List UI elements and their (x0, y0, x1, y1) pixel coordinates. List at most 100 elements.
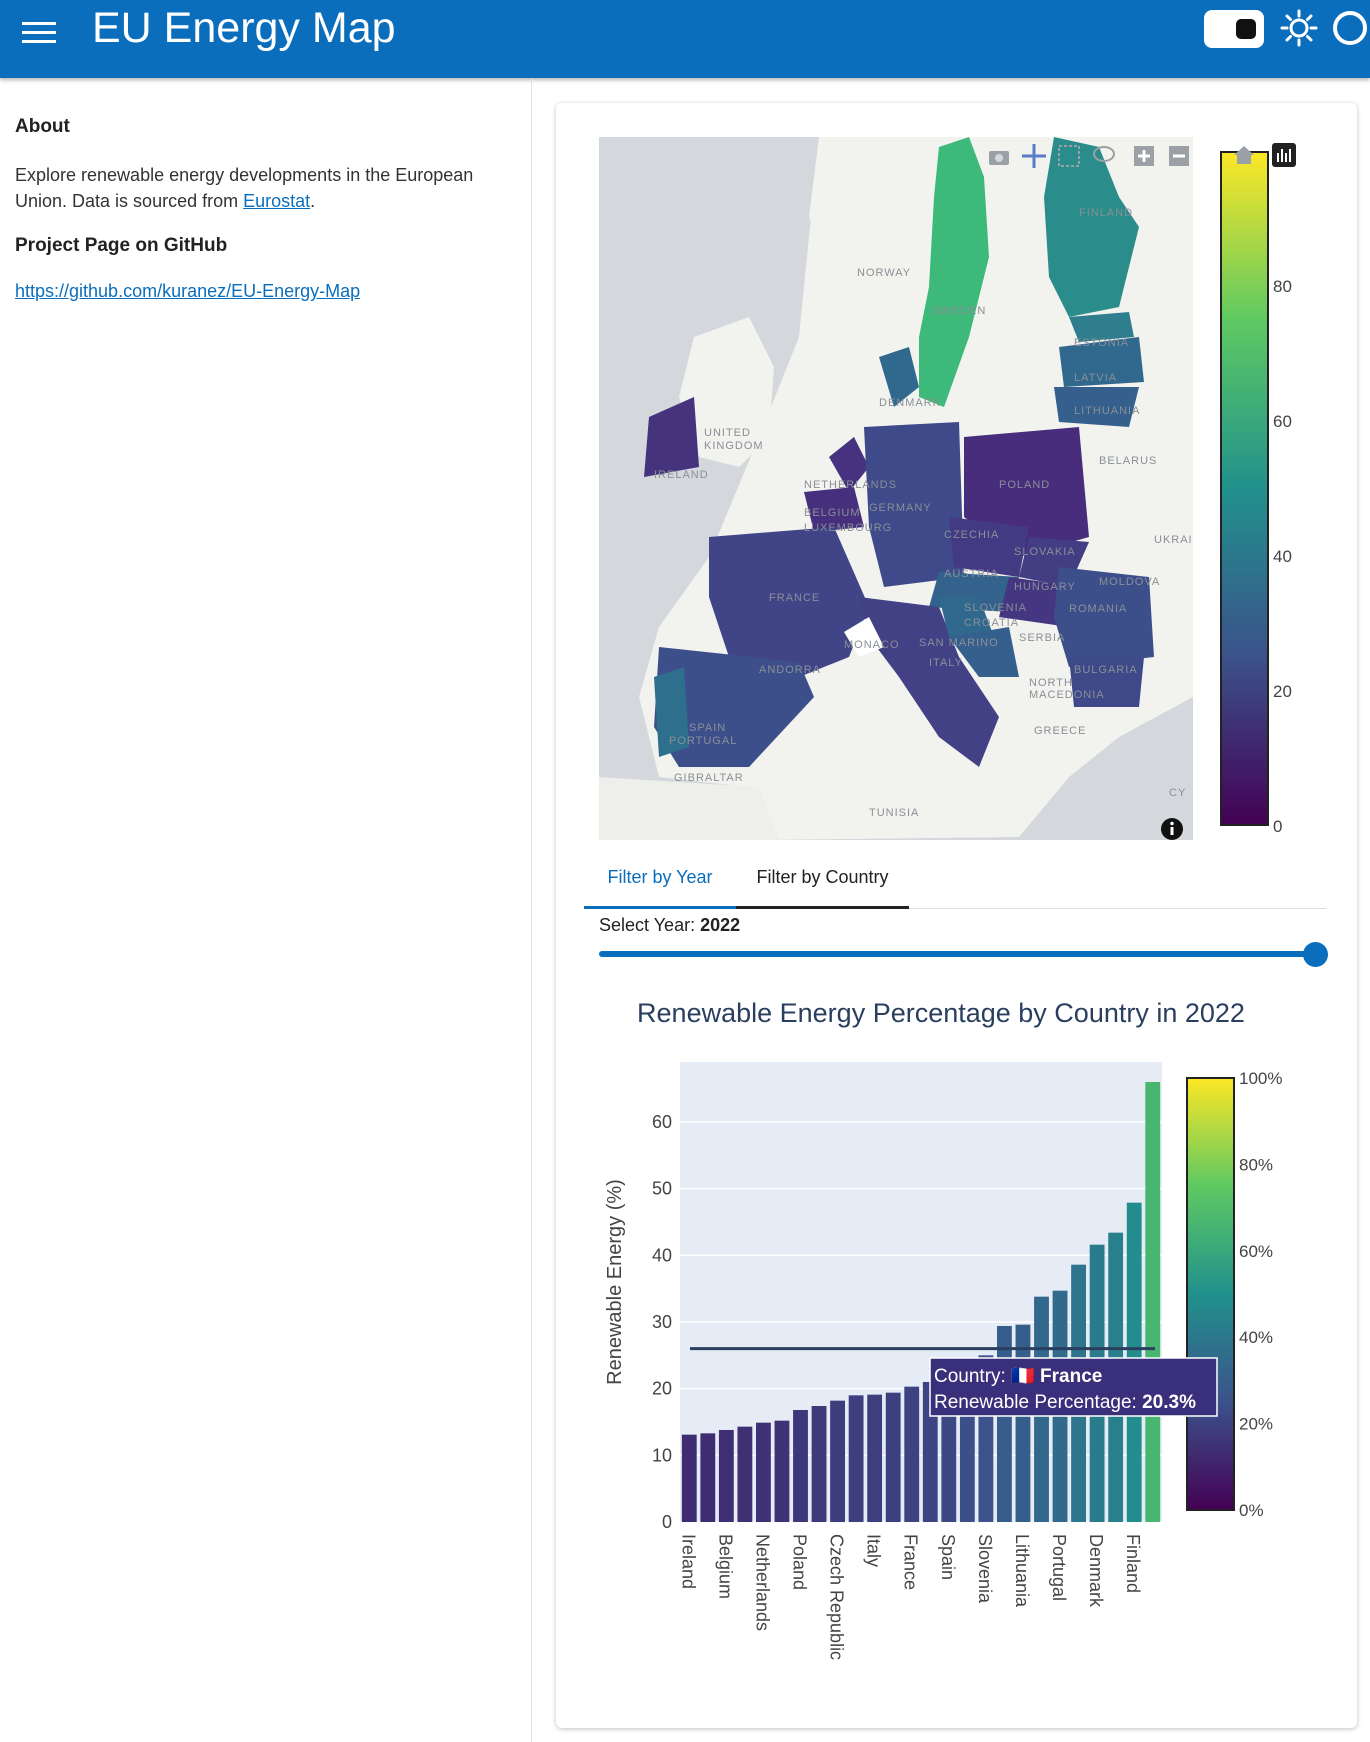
zoom-out-icon[interactable] (1164, 141, 1193, 171)
country-latvia[interactable] (1059, 337, 1144, 387)
x-tick-label: Slovenia (975, 1534, 995, 1604)
country-lithuania[interactable] (1054, 387, 1139, 427)
choropleth-map[interactable]: FINLAND NORWAY SWEDEN ESTONIA LATVIA LITHUANI… (599, 137, 1193, 840)
map-colorbar-tick: 80 (1273, 277, 1292, 296)
tooltip-country-label: Country: (934, 1366, 1011, 1387)
plotly-logo-icon[interactable] (1271, 142, 1297, 168)
lasso-icon[interactable] (1089, 141, 1119, 171)
map-label-ukrai: UKRAI (1154, 534, 1193, 546)
map-label-belarus: BELARUS (1099, 455, 1158, 467)
country-denmark[interactable] (879, 347, 919, 407)
y-tick-label: 10 (652, 1445, 672, 1465)
theme-toggle[interactable] (1204, 10, 1264, 48)
x-tick-label: Lithuania (1012, 1534, 1032, 1608)
tab-filter-by-year[interactable]: Filter by Year (584, 858, 736, 909)
year-label-text: Select Year: (599, 915, 696, 935)
country-romania[interactable] (1054, 567, 1154, 667)
country-netherlands[interactable] (829, 437, 869, 492)
y-tick-label: 40 (652, 1245, 672, 1265)
map-label-latvia: LATVIA (1074, 372, 1118, 384)
map-canvas (599, 137, 1193, 840)
chart-colorbar-tick: 0% (1239, 1501, 1264, 1520)
about-heading: About (15, 116, 70, 137)
map-label-france: FRANCE (769, 592, 821, 604)
country-italy[interactable] (859, 597, 999, 767)
sun-icon[interactable] (1280, 9, 1318, 47)
bar-unlabeled-13 (922, 1382, 938, 1522)
country-sweden[interactable] (919, 137, 989, 407)
home-icon[interactable] (1231, 143, 1257, 167)
x-tick-label: Belgium (715, 1534, 735, 1599)
switzerland-area (844, 617, 884, 657)
eurostat-link[interactable]: Eurostat (243, 191, 311, 211)
country-spain[interactable] (654, 647, 814, 767)
box-select-icon[interactable] (1054, 141, 1084, 171)
chart-colorbar-tick: 100% (1239, 1069, 1282, 1088)
map-label-lithuania: LITHUANIA (1074, 405, 1141, 417)
map-label-kingdom: KINGDOM (704, 440, 764, 452)
app-title: EU Energy Map (92, 4, 396, 52)
bar-ireland (681, 1434, 697, 1522)
map-label-germany: GERMANY (869, 502, 932, 514)
menu-icon[interactable] (22, 18, 56, 46)
country-croatia[interactable] (949, 627, 1019, 677)
country-czechia[interactable] (949, 517, 1029, 577)
zoom-in-icon[interactable] (1129, 141, 1159, 171)
tooltip-country: Country: 🇫🇷 France (934, 1365, 1102, 1387)
bar-france (904, 1386, 920, 1522)
pan-icon[interactable] (1019, 141, 1049, 171)
sidebar: About Explore renewable energy developme… (0, 78, 532, 1742)
country-estonia[interactable] (1069, 312, 1134, 342)
map-label-luxembourg: LUXEMBOURG (804, 522, 893, 534)
bar-chart-plot[interactable]: 0 10 20 30 40 50 60 Renewable Energy (%) Ireland… (599, 984, 1315, 1684)
country-finland[interactable] (1044, 137, 1139, 317)
bar-unlabeled-1 (700, 1433, 716, 1522)
year-slider-thumb[interactable] (1303, 942, 1328, 967)
map-label-moldova: MOLDOVA (1099, 576, 1161, 588)
country-germany[interactable] (864, 422, 964, 587)
y-axis-title: Renewable Energy (%) (604, 1179, 626, 1385)
map-colorbar-tick: 0 (1273, 817, 1283, 836)
map-colorbar-tick: 40 (1273, 547, 1292, 566)
info-icon[interactable] (1160, 817, 1184, 840)
france-flag-icon: 🇫🇷 (1011, 1365, 1040, 1387)
y-tick-label: 60 (652, 1112, 672, 1132)
map-label-croatia: CROATIA (964, 617, 1020, 629)
github-link[interactable]: https://github.com/kuranez/EU-Energy-Map (15, 281, 361, 301)
camera-icon[interactable] (984, 141, 1014, 171)
country-portugal[interactable] (654, 667, 689, 757)
uk-landmass (679, 317, 774, 467)
x-tick-label: Denmark (1086, 1534, 1106, 1608)
country-belgium[interactable] (804, 487, 864, 532)
map-colorbar-tick: 20 (1273, 682, 1292, 701)
map-label-norway: NORWAY (857, 267, 912, 279)
map-label-austria: AUSTRIA (944, 568, 999, 580)
map-colorbar (1220, 151, 1269, 826)
year-slider-track[interactable] (599, 951, 1316, 957)
map-label-north: NORTH (1029, 677, 1073, 689)
map-label-monaco: MONACO (844, 639, 900, 651)
country-slovenia[interactable] (939, 597, 994, 637)
x-tick-label: Portugal (1049, 1534, 1069, 1601)
country-ireland[interactable] (644, 397, 699, 477)
map-colorbar-panel: 8060402001 (1193, 137, 1315, 840)
map-label-ireland: IRELAND (654, 469, 709, 481)
x-tick-label: France (901, 1534, 921, 1590)
bar-lithuania (1015, 1324, 1031, 1522)
bar-czech-republic (830, 1400, 845, 1522)
contrast-icon[interactable] (1333, 11, 1367, 45)
x-tick-label: Czech Republic (827, 1534, 847, 1660)
about-period: . (310, 191, 316, 211)
map-label-denmark: DENMARK (879, 397, 942, 409)
tooltip (929, 1357, 1218, 1417)
map-label-gibraltar: GIBRALTAR (674, 772, 744, 784)
country-bulgaria[interactable] (1069, 657, 1144, 707)
map-label-cy: CY (1169, 787, 1187, 799)
map-label-tunisia: TUNISIA (869, 807, 920, 819)
about-text: Explore renewable energy developments in… (15, 162, 495, 214)
country-france[interactable] (709, 527, 869, 677)
toggle-knob (1236, 19, 1256, 39)
map-label-netherlands: NETHERLANDS (804, 479, 897, 491)
tab-filter-by-country[interactable]: Filter by Country (736, 858, 909, 909)
github-heading: Project Page on GitHub (15, 235, 228, 256)
